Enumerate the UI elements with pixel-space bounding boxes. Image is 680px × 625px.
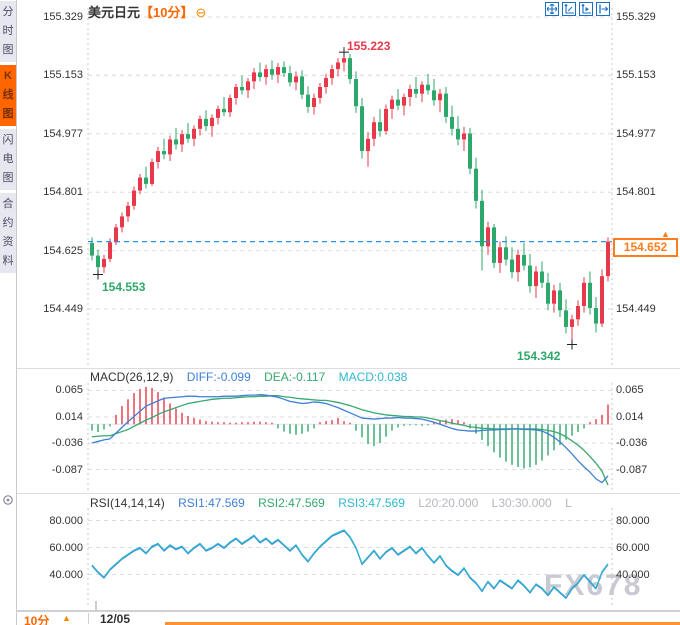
sidebar-tab-kline[interactable]: K线图	[0, 65, 16, 126]
y-axis-label: 154.449	[43, 303, 83, 315]
axis-forward-button[interactable]	[579, 2, 593, 16]
axis-forward-icon	[581, 4, 591, 14]
sidebar-tab-lightning[interactable]: 闪电图	[0, 129, 16, 190]
chart-title: 美元日元【10分】 ⊖	[88, 2, 206, 21]
y-axis-label: 0.065	[616, 384, 644, 397]
collapse-panel-icon[interactable]: ⊖	[195, 5, 207, 20]
y-axis-label: 40.000	[616, 568, 650, 581]
rsi1-value: RSI1:47.569	[178, 496, 245, 510]
horizontal-scrollbar[interactable]	[165, 622, 680, 625]
macd-params: MACD(26,12,9)	[90, 370, 174, 384]
rsi-l20-value: L20:20.000	[418, 496, 479, 510]
y-axis-label: 154.801	[616, 186, 656, 199]
x-axis-date-label: 12/05	[100, 612, 131, 625]
pan-right-button[interactable]	[596, 2, 610, 16]
macd-dea-value: DEA:-0.117	[264, 370, 326, 384]
pan-right-icon	[599, 4, 608, 14]
y-axis-label: 154.977	[616, 127, 656, 140]
period-selector[interactable]: 10分	[24, 614, 50, 625]
low-price-annotation-left: 154.553	[102, 280, 146, 294]
price-up-arrow-icon: ▲	[661, 229, 670, 239]
period-dropdown-arrow-icon[interactable]: ▲	[62, 613, 71, 623]
macd-value: MACD:0.038	[338, 370, 408, 384]
symbol-name: 美元日元	[88, 5, 141, 20]
crosshair-icon	[547, 4, 557, 14]
macd-diff-value: DIFF:-0.099	[186, 370, 251, 384]
y-axis-label: 0.065	[55, 384, 83, 397]
current-price-tag: 154.652	[613, 238, 678, 257]
y-axis-label: 155.153	[43, 69, 83, 82]
macd-header: MACD(26,12,9) DIFF:-0.099 DEA:-0.117 MAC…	[90, 370, 417, 384]
rsi-header: RSI(14,14,14) RSI1:47.569 RSI2:47.569 RS…	[90, 496, 582, 510]
rsi3-value: RSI3:47.569	[338, 496, 405, 510]
y-axis-label: 60.000	[49, 541, 83, 554]
bottom-bar: 10分 ▲ 12/05	[16, 611, 680, 625]
rsi-panel-settings-icon[interactable]	[2, 494, 14, 506]
y-axis-label: 154.801	[43, 186, 83, 199]
y-axis-label: 155.329	[616, 11, 656, 23]
y-axis-label: 0.014	[616, 411, 644, 423]
y-axis-label: 80.000	[49, 514, 83, 527]
y-axis-label: -0.036	[616, 437, 648, 449]
period-badge: 【10分】	[140, 5, 194, 20]
y-axis-label: -0.036	[51, 437, 83, 449]
sidebar-tab-timeline[interactable]: 分时图	[0, 1, 16, 62]
y-axis-label: 154.977	[43, 127, 83, 140]
y-axis-label: 60.000	[616, 541, 650, 554]
crosshair-tool-button[interactable]	[545, 2, 559, 16]
y-axis-label: 155.329	[43, 11, 83, 23]
rsi-params: RSI(14,14,14)	[90, 496, 165, 510]
sidebar-tab-contract-info[interactable]: 合约资料	[0, 193, 16, 273]
y-axis-label: 155.153	[616, 69, 656, 82]
rsi2-value: RSI2:47.569	[258, 496, 325, 510]
y-axis-label: 154.625	[43, 244, 83, 257]
high-price-annotation: 155.223	[347, 39, 391, 53]
rsi-l30-value: L30:30.000	[491, 496, 552, 510]
y-axis-label: 40.000	[49, 568, 83, 581]
y-axis-label: 0.014	[55, 411, 83, 423]
chart-toolbar	[545, 2, 610, 16]
rsi-l-value: L	[565, 496, 572, 510]
y-axis-label: -0.087	[616, 463, 648, 476]
sidebar: 分时图 K线图 闪电图 合约资料	[0, 0, 17, 625]
y-axis-label: 154.449	[616, 303, 656, 315]
y-axis-label: -0.087	[51, 463, 83, 476]
low-price-annotation-right: 154.342	[517, 349, 561, 363]
axis-scale-button[interactable]	[562, 2, 576, 16]
axis-scale-icon	[564, 4, 574, 14]
y-axis-label: 80.000	[616, 514, 650, 527]
bottom-bar-divider	[88, 613, 89, 624]
